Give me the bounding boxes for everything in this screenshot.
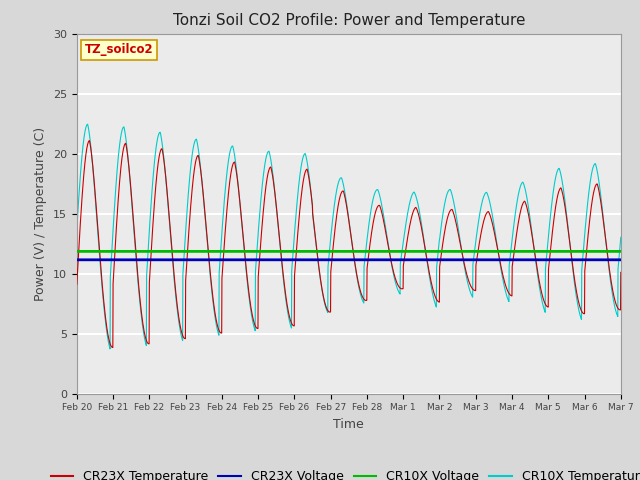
Y-axis label: Power (V) / Temperature (C): Power (V) / Temperature (C) [35,127,47,300]
Text: TZ_soilco2: TZ_soilco2 [85,43,154,56]
Title: Tonzi Soil CO2 Profile: Power and Temperature: Tonzi Soil CO2 Profile: Power and Temper… [173,13,525,28]
Legend: CR23X Temperature, CR23X Voltage, CR10X Voltage, CR10X Temperature: CR23X Temperature, CR23X Voltage, CR10X … [45,465,640,480]
X-axis label: Time: Time [333,418,364,431]
